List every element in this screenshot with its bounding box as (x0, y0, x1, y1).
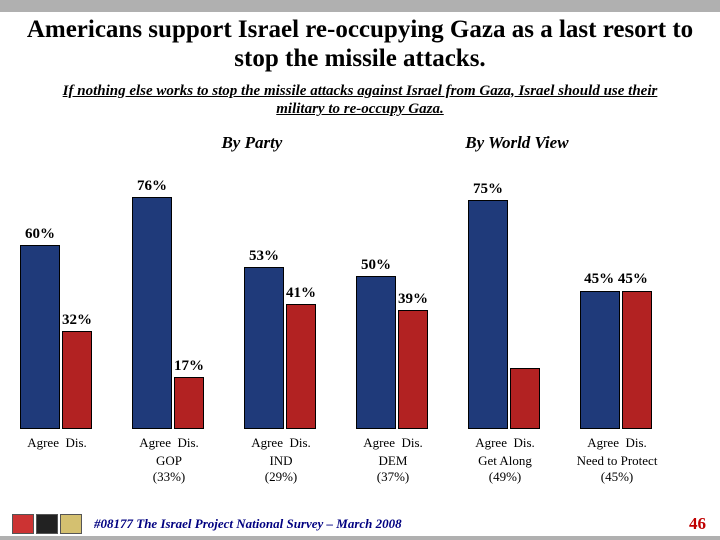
axis-agree: Agree (27, 435, 59, 450)
agree-value: 50% (361, 257, 391, 274)
footer-text: #08177 The Israel Project National Surve… (94, 516, 708, 532)
axis-group: Agree Dis. Need to Protect(45%) (562, 435, 672, 485)
axis-agree: Agree (139, 435, 171, 450)
bar-group: 75%20% (468, 200, 540, 429)
disagree-bar: 32% (62, 331, 92, 429)
section-by-worldview: By World View (465, 133, 568, 153)
logo-icon (12, 514, 34, 534)
axis-party: IND(29%) (226, 453, 336, 485)
page-title: Americans support Israel re-occupying Ga… (0, 12, 720, 76)
axis-party: Get Along(49%) (450, 453, 560, 485)
question-subtitle: If nothing else works to stop the missil… (0, 76, 720, 124)
axis-dis: Dis. (289, 435, 310, 450)
disagree-bar: 41% (286, 304, 316, 429)
bar-pair: 53%41% (244, 267, 316, 429)
disagree-value: 32% (62, 312, 92, 329)
disagree-value: 39% (398, 291, 428, 308)
bar-pair: 50%39% (356, 276, 428, 429)
axis-party: GOP(33%) (114, 453, 224, 485)
bar-pair: 76%17% (132, 197, 204, 429)
logo-icon (36, 514, 58, 534)
axis-dis: Dis. (513, 435, 534, 450)
top-bar (0, 0, 720, 12)
disagree-bar: 20% (510, 368, 540, 429)
agree-bar: 53% (244, 267, 284, 429)
logos (12, 514, 82, 534)
axis-agree: Agree (475, 435, 507, 450)
combined-value: 45% 45% (584, 271, 648, 288)
bar-group: 76%17% (132, 197, 204, 429)
axis-group: Agree Dis. (2, 435, 112, 451)
chart-area: 60%32%76%17%53%41%50%39%75%20%45% 45% (10, 159, 710, 429)
axis-labels: Agree Dis.Agree Dis.GOP(33%)Agree Dis.IN… (10, 429, 710, 477)
agree-value: 76% (137, 178, 167, 195)
logo-icon (60, 514, 82, 534)
axis-party: Need to Protect(45%) (562, 453, 672, 485)
bar-group: 50%39% (356, 276, 428, 429)
disagree-bar: 17% (174, 377, 204, 429)
axis-agree: Agree (587, 435, 619, 450)
axis-group: Agree Dis. Get Along(49%) (450, 435, 560, 485)
axis-dis: Dis. (401, 435, 422, 450)
axis-party: DEM(37%) (338, 453, 448, 485)
agree-bar (580, 291, 620, 429)
agree-bar: 60% (20, 245, 60, 429)
disagree-bar (622, 291, 652, 429)
agree-bar: 75% (468, 200, 508, 429)
agree-value: 75% (473, 181, 503, 198)
bar-group: 45% 45% (580, 291, 652, 429)
axis-dis: Dis. (65, 435, 86, 450)
footer: #08177 The Israel Project National Surve… (0, 514, 720, 534)
agree-bar: 76% (132, 197, 172, 429)
bar-pair: 75%20% (468, 200, 540, 429)
section-by-party: By Party (221, 133, 282, 153)
bar-group: 60%32% (20, 245, 92, 429)
axis-agree: Agree (251, 435, 283, 450)
bottom-bar (0, 536, 720, 540)
bar-pair: 45% 45% (580, 291, 652, 429)
axis-dis: Dis. (177, 435, 198, 450)
axis-agree: Agree (363, 435, 395, 450)
agree-value: 53% (249, 248, 279, 265)
page-number: 46 (689, 514, 706, 534)
axis-group: Agree Dis. IND(29%) (226, 435, 336, 485)
disagree-bar: 39% (398, 310, 428, 429)
axis-group: Agree Dis. DEM(37%) (338, 435, 448, 485)
axis-dis: Dis. (625, 435, 646, 450)
agree-value: 60% (25, 226, 55, 243)
bar-group: 53%41% (244, 267, 316, 429)
agree-bar: 50% (356, 276, 396, 429)
section-labels: By Party By World View (0, 123, 720, 159)
axis-group: Agree Dis. GOP(33%) (114, 435, 224, 485)
disagree-value: 17% (174, 358, 204, 375)
disagree-value: 41% (286, 285, 316, 302)
bar-pair: 60%32% (20, 245, 92, 429)
